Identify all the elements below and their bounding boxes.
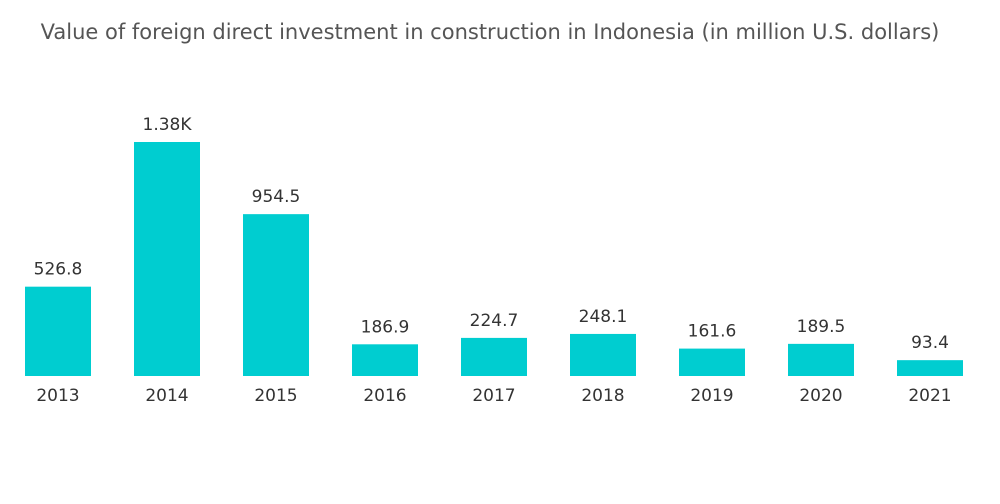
- x-tick-label: 2018: [581, 386, 624, 406]
- bar: [788, 343, 854, 376]
- x-tick-label: 2021: [908, 386, 951, 406]
- bar: [461, 337, 527, 376]
- bar: [352, 344, 418, 376]
- data-label: 189.5: [797, 317, 846, 337]
- bar: [570, 333, 636, 376]
- data-label: 1.38K: [143, 115, 193, 135]
- data-label: 161.6: [688, 322, 737, 342]
- x-tick-label: 2013: [36, 386, 79, 406]
- x-tick-label: 2014: [145, 386, 188, 406]
- bar: [134, 142, 200, 376]
- data-label: 954.5: [252, 187, 301, 207]
- data-label: 93.4: [911, 333, 949, 353]
- bar: [25, 286, 91, 376]
- data-label: 248.1: [579, 307, 628, 327]
- chart-title: Value of foreign direct investment in co…: [41, 20, 940, 44]
- data-label: 186.9: [361, 317, 410, 337]
- x-tick-label: 2020: [799, 386, 842, 406]
- x-tick-label: 2019: [690, 386, 733, 406]
- x-tick-label: 2015: [254, 386, 297, 406]
- bar: [679, 348, 745, 376]
- x-tick-label: 2016: [363, 386, 406, 406]
- data-label: 526.8: [34, 260, 83, 280]
- data-label: 224.7: [470, 311, 519, 331]
- x-tick-label: 2017: [472, 386, 515, 406]
- bar: [897, 360, 963, 376]
- bar: [243, 214, 309, 376]
